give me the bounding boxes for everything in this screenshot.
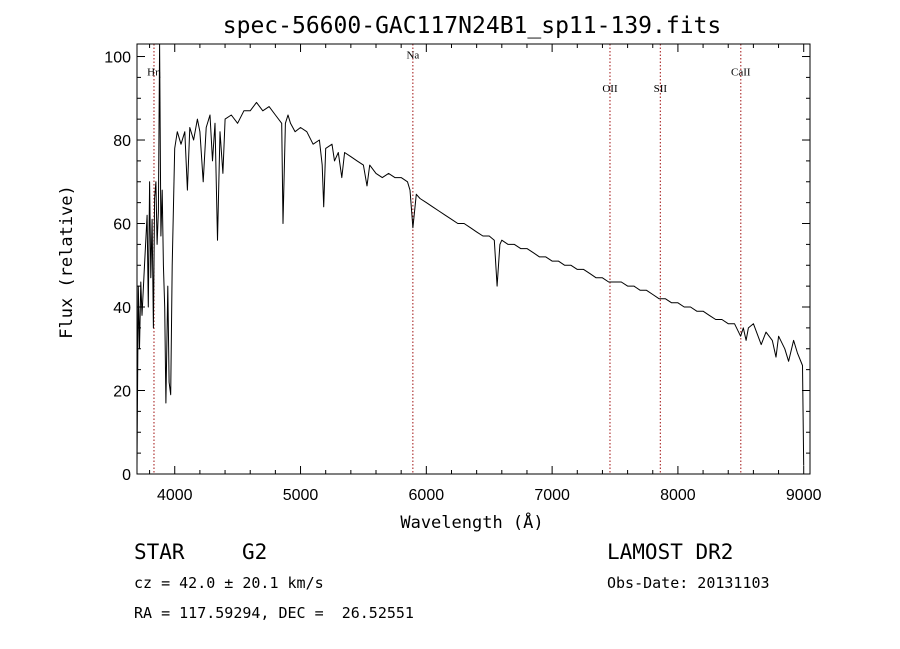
- spectral-line-label: OII: [602, 83, 618, 95]
- x-tick-label: 5000: [283, 487, 319, 504]
- chart-title: spec-56600-GAC117N24B1_sp11-139.fits: [223, 13, 722, 39]
- y-tick-label: 100: [104, 50, 131, 67]
- y-tick-label: 80: [113, 133, 131, 150]
- x-tick-label: 7000: [534, 487, 570, 504]
- spectral-line-label: Na: [406, 50, 419, 62]
- object-subclass: G2: [242, 540, 268, 564]
- y-axis-ticks: 0 20 40 60 80 100: [104, 50, 810, 484]
- spectrum-series-line: [136, 43, 805, 466]
- x-tick-label: 9000: [786, 487, 822, 504]
- y-tick-label: 0: [122, 467, 131, 484]
- redshift-readout: cz = 42.0 ± 20.1 km/s: [134, 574, 324, 592]
- x-tick-label: 4000: [157, 487, 193, 504]
- y-axis-label: Flux (relative): [57, 185, 77, 339]
- plot-frame: [136, 43, 811, 475]
- x-tick-label: 6000: [409, 487, 445, 504]
- spectral-line-label: SII: [654, 83, 668, 95]
- spectral-line-label: Hη: [147, 66, 161, 78]
- y-tick-label: 40: [113, 300, 131, 317]
- spectral-line-label: CaII: [731, 66, 751, 78]
- y-tick-label: 20: [113, 384, 131, 401]
- spectrum-layer: [136, 43, 805, 466]
- y-tick-label: 60: [113, 217, 131, 234]
- coordinates-readout: RA = 117.59294, DEC = 26.52551: [134, 604, 414, 622]
- spectral-line-markers: Hη Na OII SII CaII: [147, 44, 751, 474]
- object-class: STAR: [134, 540, 185, 564]
- x-axis-ticks: 4000 5000 6000 7000 8000 9000: [149, 44, 822, 504]
- x-axis-label: Wavelength (Å): [400, 511, 543, 533]
- x-tick-label: 8000: [660, 487, 696, 504]
- observation-date: Obs-Date: 20131103: [607, 574, 770, 592]
- survey-name: LAMOST DR2: [607, 540, 734, 564]
